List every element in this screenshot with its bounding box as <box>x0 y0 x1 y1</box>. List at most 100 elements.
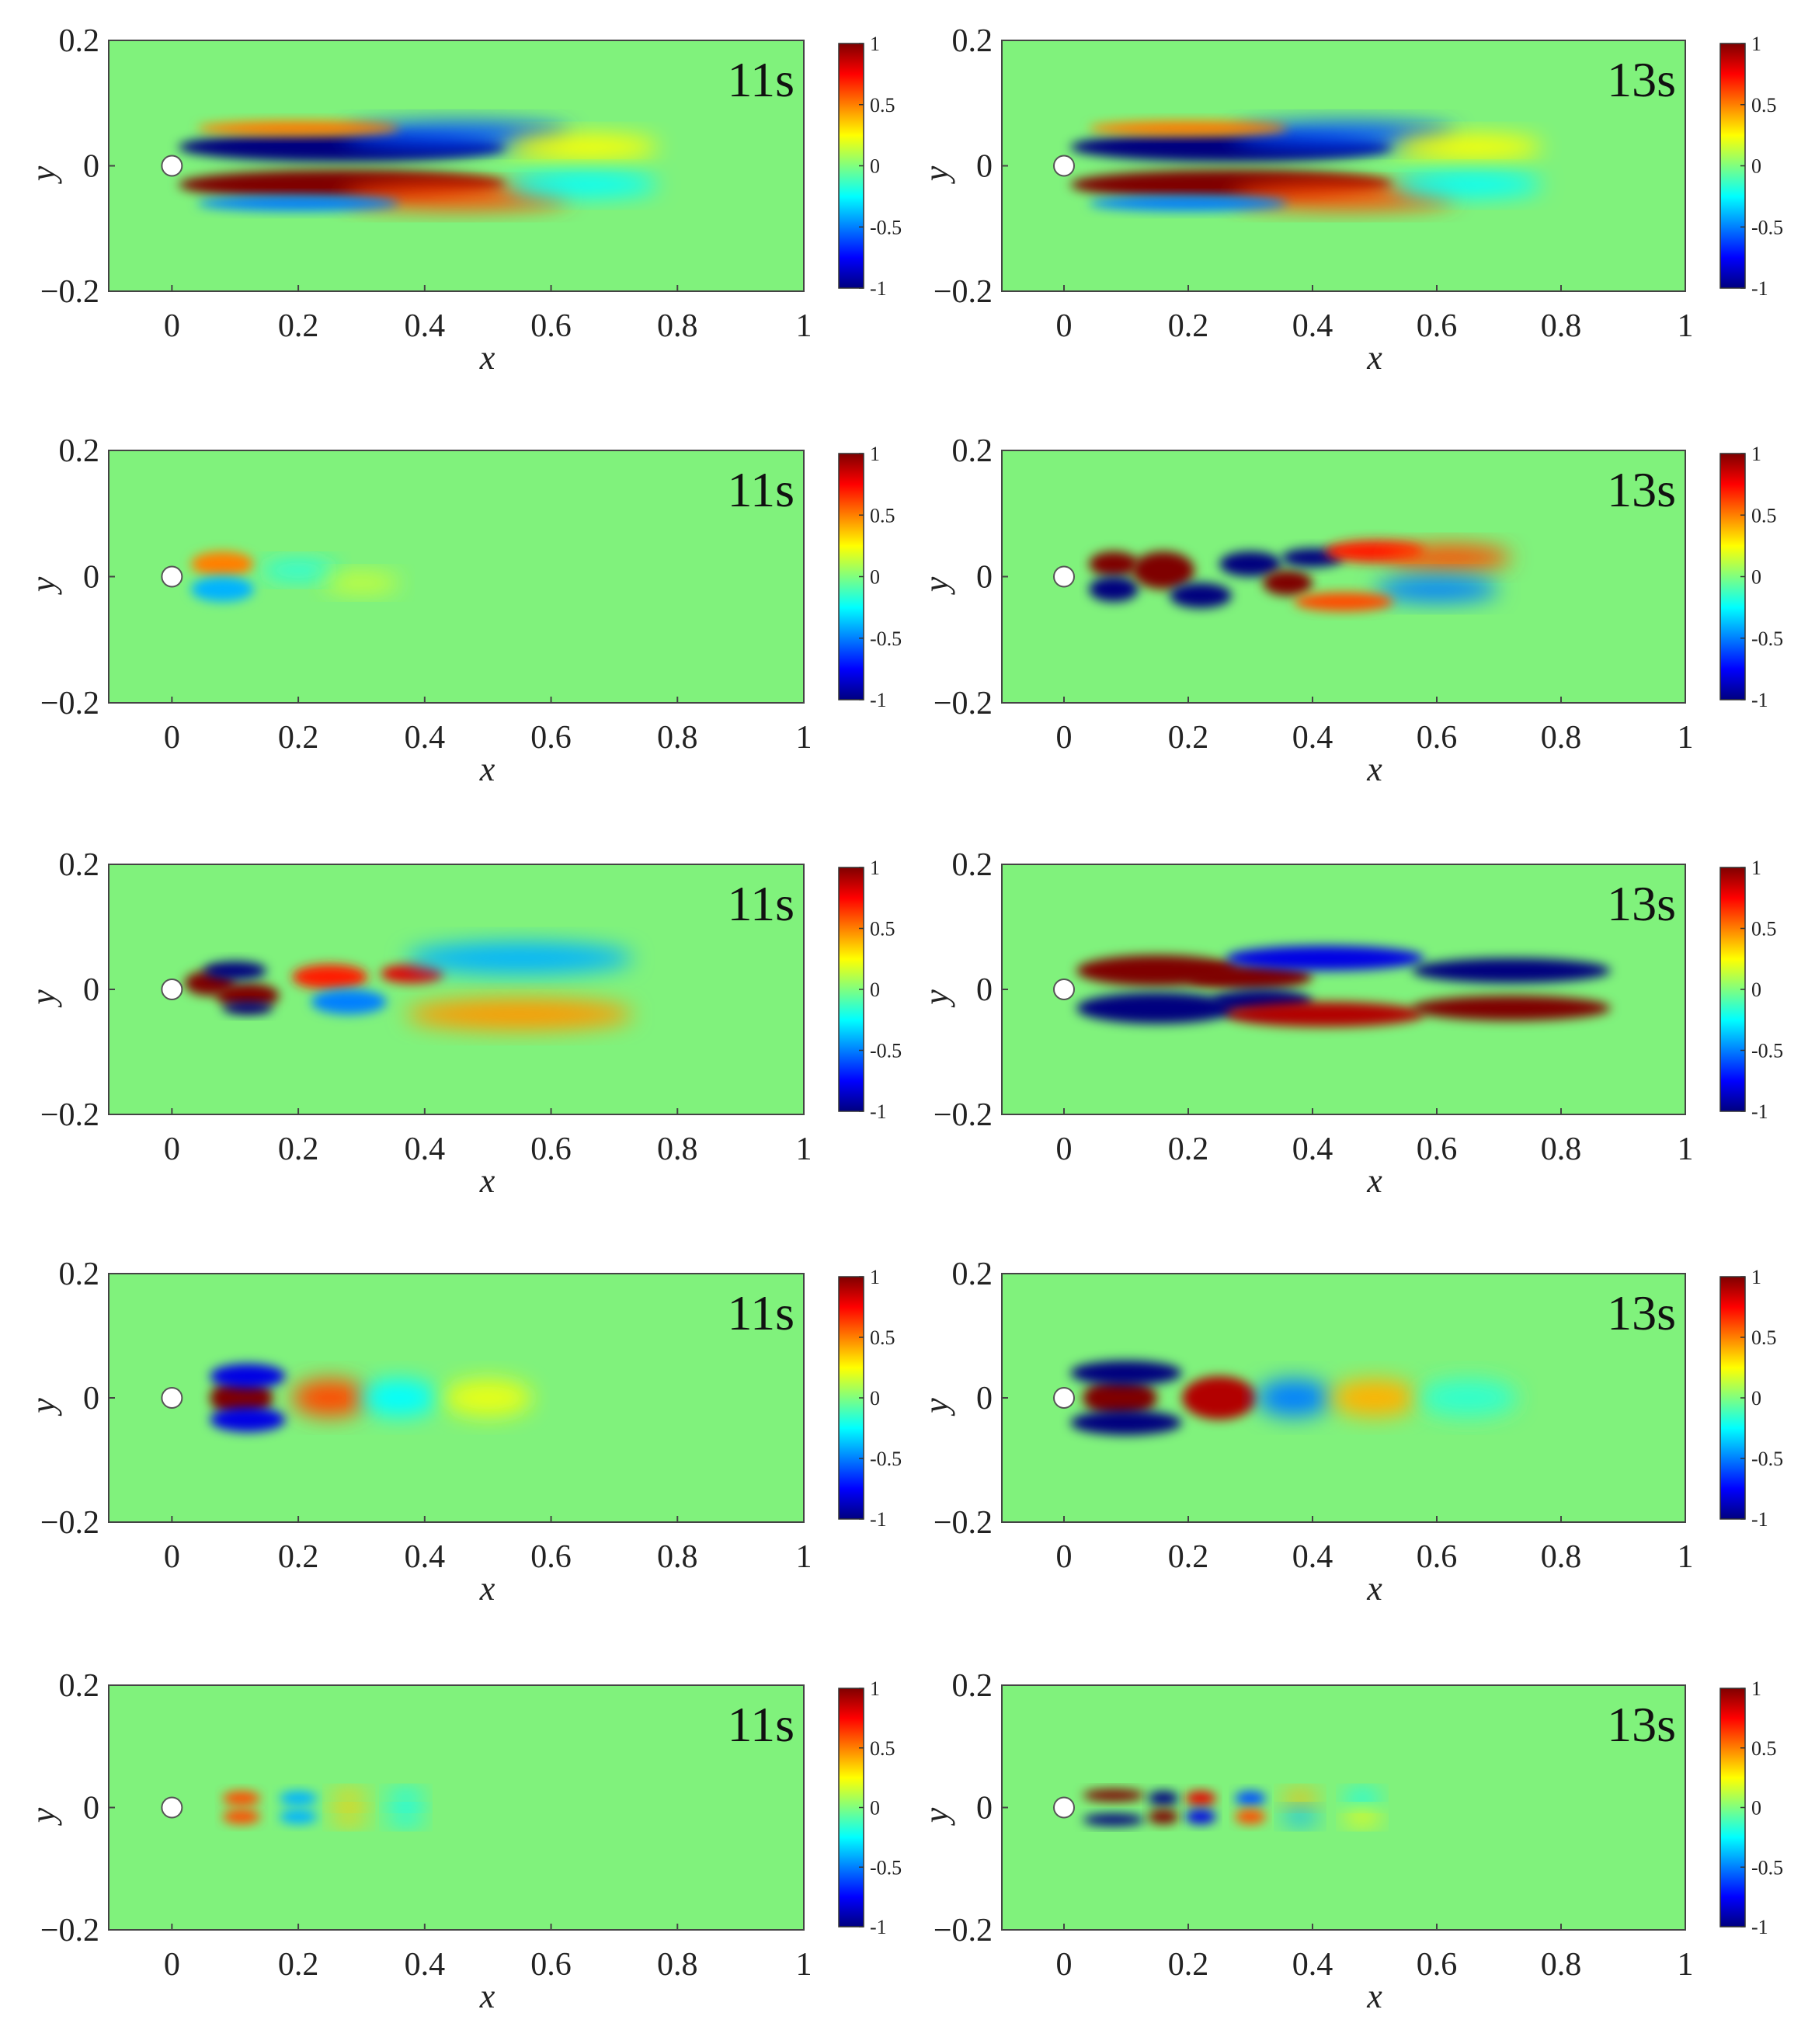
vorticity-field <box>1070 120 1542 211</box>
y-tick-label: 0.2 <box>59 433 100 469</box>
vortex-structure <box>1089 120 1288 136</box>
y-tick-label: −0.2 <box>934 274 993 310</box>
x-tick-label: 1 <box>796 720 812 756</box>
x-axis-label: x <box>479 1162 495 1200</box>
colorbar-tick-label: 0 <box>870 1797 880 1820</box>
time-label: 11s <box>727 462 794 517</box>
colorbar: 1 0.5 0 -0.5 -1 <box>838 857 902 1123</box>
vortex-structure <box>1263 570 1313 596</box>
vortex-structure <box>1182 1376 1257 1420</box>
vortex-structure <box>1188 964 1313 989</box>
x-tick-label: 0.6 <box>1417 308 1458 344</box>
x-tick-label: 0.6 <box>530 720 572 756</box>
y-tick-label: 0.2 <box>952 847 993 883</box>
vorticity-field <box>210 1364 533 1432</box>
x-tick-label: 0.6 <box>530 308 572 344</box>
x-tick-label: 1 <box>796 1947 812 1983</box>
colorbar-tick-label: -0.5 <box>870 627 902 650</box>
colorbar-tick-label: 1 <box>870 33 880 55</box>
x-tick-label: 0 <box>1056 1947 1073 1983</box>
vortex-structure <box>196 196 400 211</box>
cylinder <box>161 979 183 1000</box>
colorbar: 1 0.5 0 -0.5 -1 <box>1719 1677 1783 1938</box>
colorbar-tick-label: 0 <box>870 979 880 1001</box>
x-tick-label: 0.6 <box>1417 1539 1458 1575</box>
x-tick-label: 0.2 <box>278 720 319 756</box>
time-label: 11s <box>727 876 794 931</box>
colorbar-tick-label: -0.5 <box>870 1856 902 1879</box>
colorbar-tick-label: -1 <box>1751 277 1768 300</box>
x-tick-label: 0.2 <box>1168 1539 1209 1575</box>
y-axis-label: y <box>24 165 62 184</box>
colorbar-tick-label: -0.5 <box>870 1448 902 1470</box>
vortex-structure <box>1070 1361 1182 1385</box>
y-tick-label: 0 <box>976 1381 993 1417</box>
panel-3: 0 0.2 0.4 0.6 0.8 1 −0.2 0 0.2 x y 11s 1 0.5 0 -0.5 -1 <box>24 433 902 788</box>
cylinder <box>161 565 183 588</box>
colorbar-tick-label: 0 <box>1751 566 1761 589</box>
cylinder <box>1053 155 1075 177</box>
vortex-structure <box>1375 576 1499 602</box>
panel-8: 0 0.2 0.4 0.6 0.8 1 −0.2 0 0.2 x y 13s 1 0.5 0 -0.5 -1 <box>917 1257 1783 1608</box>
cylinder <box>161 1387 183 1409</box>
vortex-structure <box>1083 1788 1145 1802</box>
x-axis-label: x <box>479 339 495 377</box>
vortex-structure <box>1393 134 1542 160</box>
time-label: 13s <box>1607 462 1676 517</box>
x-tick-label: 0.4 <box>1292 1539 1333 1575</box>
vortex-structure <box>1294 592 1393 612</box>
colorbar-tick-label: 0 <box>1751 155 1761 178</box>
vortex-structure <box>210 1379 273 1417</box>
vorticity-field <box>190 551 400 602</box>
x-tick-label: 0.6 <box>530 1539 572 1575</box>
y-tick-label: 0 <box>976 1791 993 1827</box>
x-tick-label: 0.8 <box>1541 1539 1582 1575</box>
y-tick-label: 0.2 <box>59 23 100 59</box>
colorbar-tick-label: -1 <box>1751 1508 1768 1531</box>
vortex-structure <box>1185 1791 1216 1806</box>
colorbar-tick-label: 0 <box>1751 979 1761 1001</box>
y-tick-label: 0 <box>83 972 99 1008</box>
vortex-structure <box>216 982 280 1009</box>
x-tick-label: 0.4 <box>1292 1947 1333 1983</box>
vorticity-field <box>1076 945 1611 1027</box>
colorbar-tick-label: 0 <box>870 566 880 589</box>
colorbar-tick-label: 0 <box>870 1387 880 1410</box>
x-tick-label: 0.2 <box>1168 1132 1209 1167</box>
time-label: 11s <box>727 1285 794 1340</box>
y-tick-label: −0.2 <box>40 1097 99 1133</box>
vortex-structure <box>1344 1791 1381 1806</box>
vortex-structure <box>210 1407 286 1432</box>
x-tick-label: 1 <box>796 308 812 344</box>
vortex-structure <box>279 1791 318 1806</box>
vortex-structure <box>1089 551 1139 577</box>
vorticity-field <box>1089 540 1511 612</box>
x-tick-label: 1 <box>796 1539 812 1575</box>
x-tick-label: 0.4 <box>405 720 446 756</box>
vortex-structure <box>222 1002 273 1015</box>
panel-10: 0 0.2 0.4 0.6 0.8 1 −0.2 0 0.2 x y 13s 1 0.5 0 -0.5 -1 <box>917 1668 1783 2015</box>
y-axis-label: y <box>24 1807 62 1826</box>
vortex-structure <box>291 964 368 989</box>
x-tick-label: 0.2 <box>278 1947 319 1983</box>
colorbar-tick-label: -0.5 <box>870 216 902 238</box>
colorbar-tick-label: 0.5 <box>1751 504 1777 527</box>
y-tick-label: 0.2 <box>952 1257 993 1292</box>
x-tick-label: 0.2 <box>278 1132 319 1167</box>
x-tick-label: 1 <box>1678 720 1694 756</box>
x-tick-label: 0.8 <box>1541 1132 1582 1167</box>
x-tick-label: 0 <box>164 308 180 344</box>
colorbar-tick-label: 1 <box>1751 1677 1761 1700</box>
colorbar-tick-label: 0.5 <box>1751 1737 1777 1760</box>
vortex-structure <box>1412 996 1611 1021</box>
y-tick-label: 0 <box>976 560 993 596</box>
vortex-structure <box>1412 958 1611 983</box>
colorbar-tick-label: 1 <box>870 1266 880 1288</box>
y-tick-label: −0.2 <box>934 1913 993 1948</box>
colorbar-tick-label: -1 <box>1751 1100 1768 1123</box>
y-tick-label: −0.2 <box>40 274 99 310</box>
x-tick-label: 0.6 <box>530 1132 572 1167</box>
vortex-structure <box>196 120 400 136</box>
y-tick-label: −0.2 <box>40 1505 99 1541</box>
vorticity-field <box>222 1791 425 1824</box>
